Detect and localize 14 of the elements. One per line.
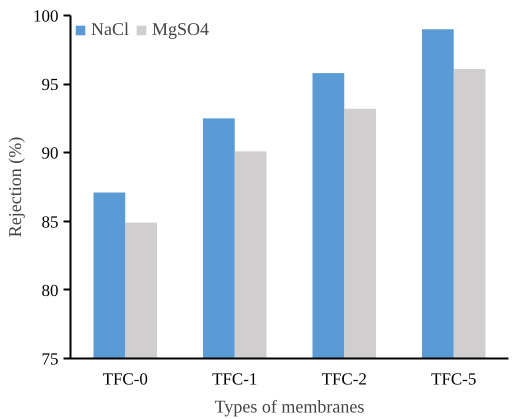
y-tick-label: 80	[42, 280, 58, 300]
x-axis-title: Types of membranes	[214, 396, 364, 416]
legend-label: NaCl	[91, 19, 129, 40]
x-tick-label: TFC-5	[431, 370, 476, 388]
x-tick-label: TFC-1	[212, 370, 258, 388]
legend-label: MgSO4	[152, 19, 210, 40]
y-tick-label: 85	[42, 212, 58, 232]
x-tick-label: TFC-2	[322, 370, 367, 388]
y-tick-label: 100	[33, 6, 58, 26]
y-tick-label: 75	[42, 350, 58, 368]
y-tick-label: 90	[42, 144, 58, 163]
x-tick-label: TFC-0	[102, 370, 148, 388]
y-axis-title: Rejection (%)	[5, 136, 25, 238]
y-tick-label: 95	[42, 75, 58, 94]
